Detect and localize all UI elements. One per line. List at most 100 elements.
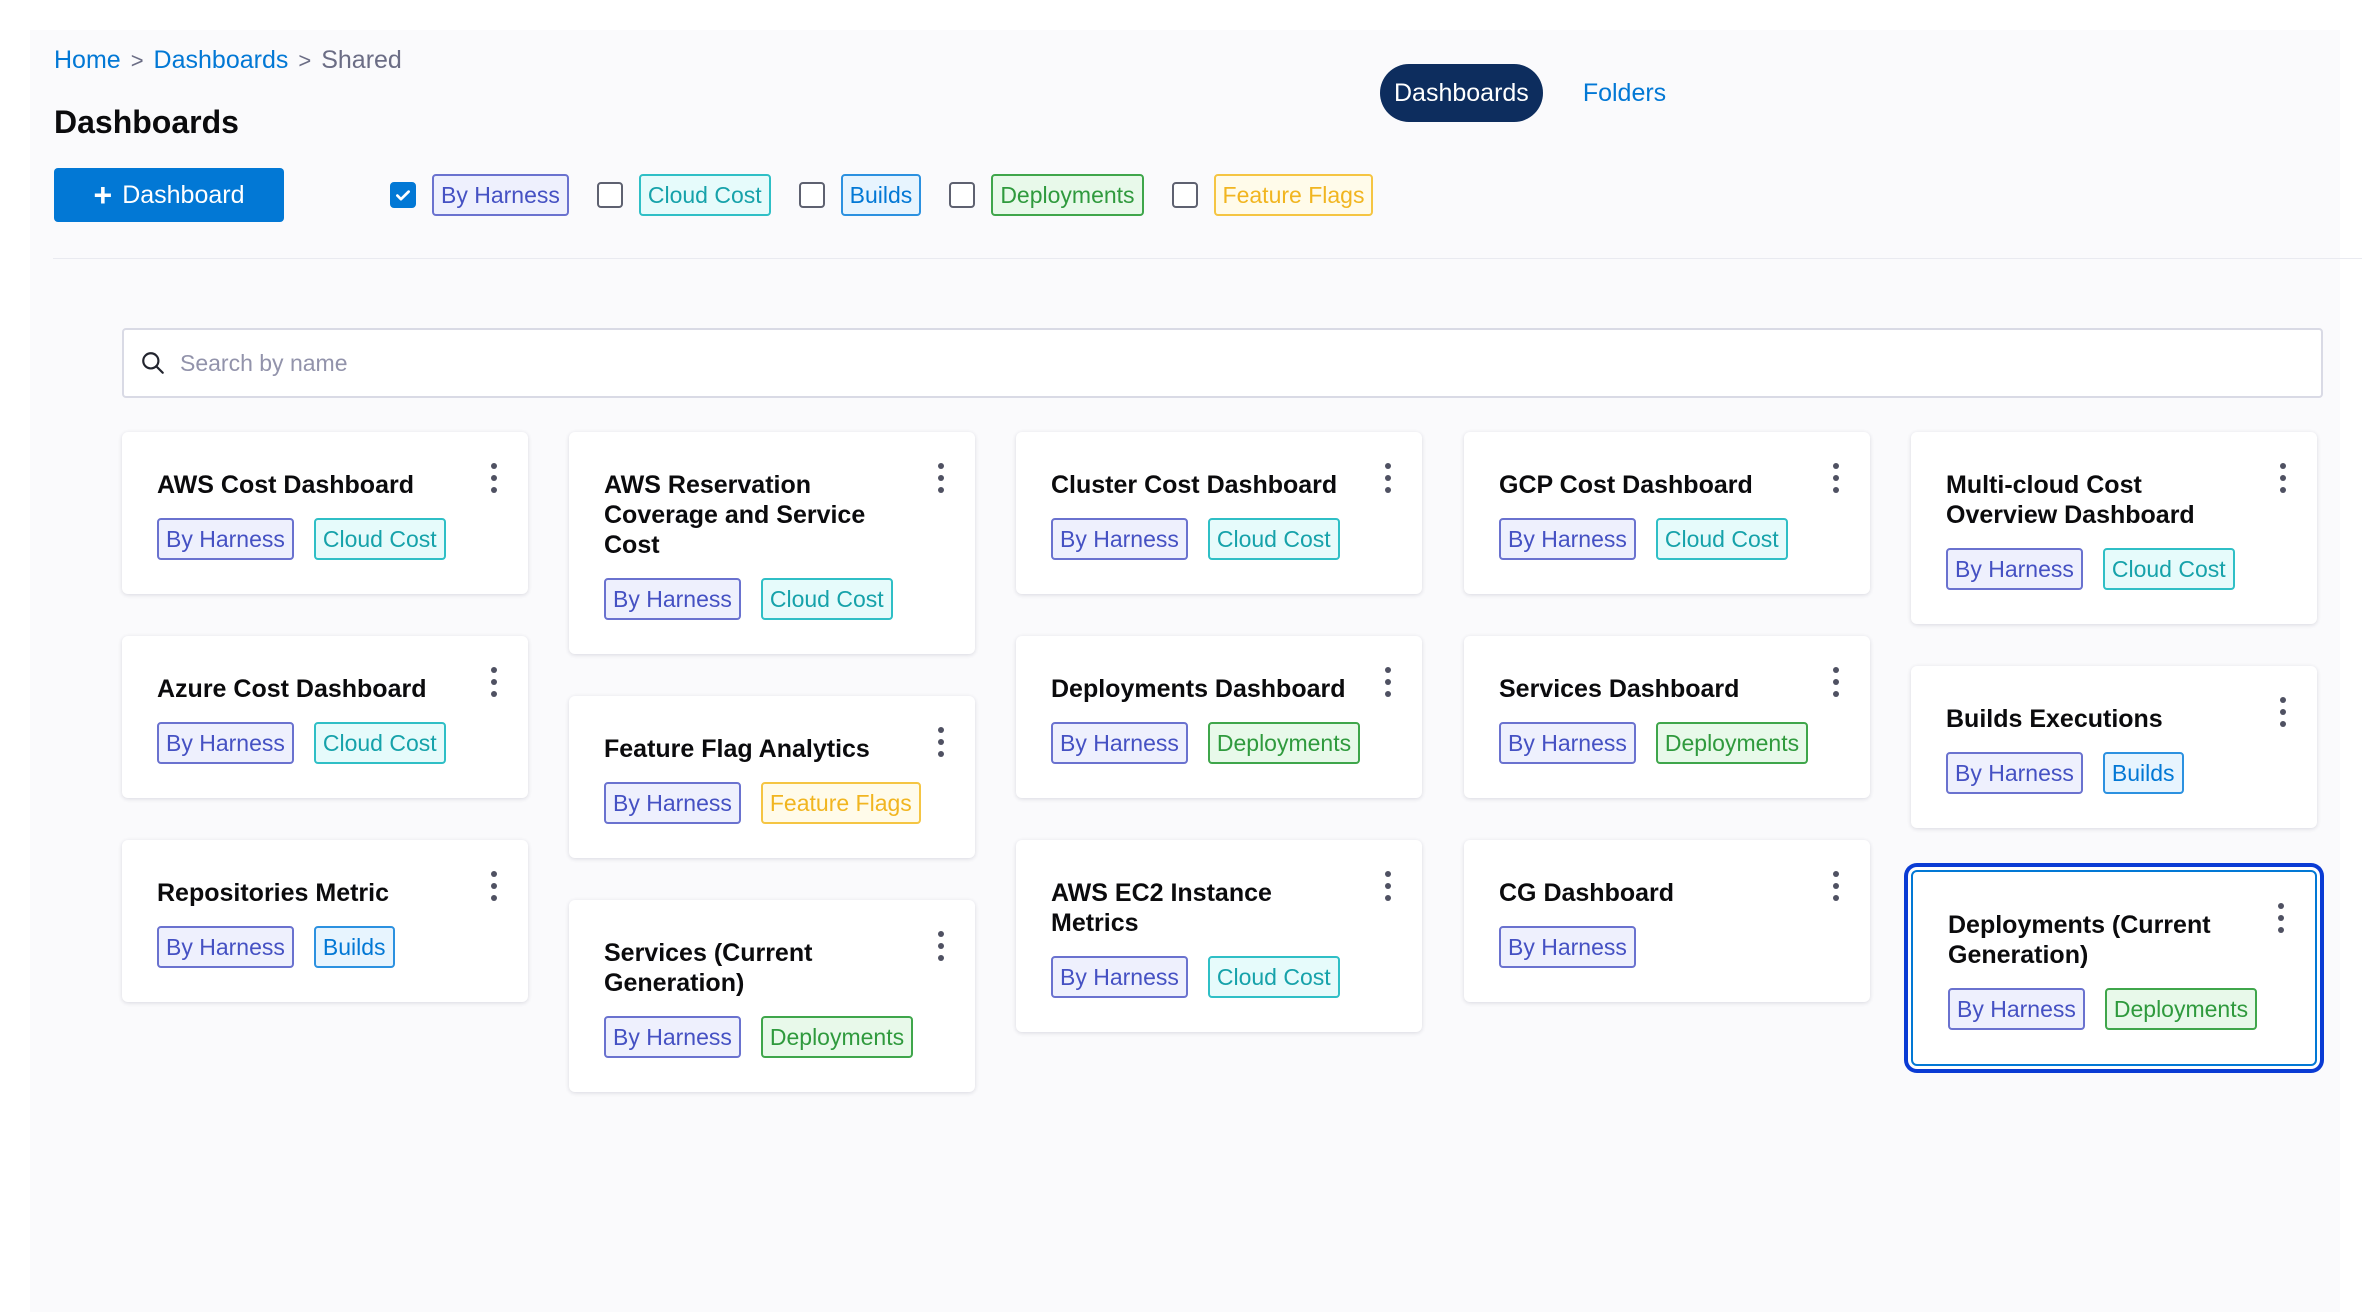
dashboard-card-feature-flag-analytics[interactable]: Feature Flag Analytics By Harness Feature … [569,696,975,858]
more-options-icon[interactable] [2273,694,2293,730]
tag-cloud-cost: Cloud Cost [1207,518,1340,560]
tag-builds: Builds [2102,752,2184,794]
more-options-icon[interactable] [931,460,951,496]
tag-by-harness: By Harness [1051,518,1188,560]
more-options-icon[interactable] [2271,900,2291,936]
add-dashboard-button[interactable]: + Dashboard [54,168,284,222]
card-title: Services Dashboard [1499,675,1740,703]
tab-dashboards[interactable]: Dashboards [1380,64,1543,122]
card-title: Deployments Dashboard [1051,675,1346,703]
tag-cloud-cost: Cloud Cost [313,722,446,764]
more-options-icon[interactable] [931,928,951,964]
filter-checkbox[interactable] [949,182,976,208]
tag-deployments: Deployments [2104,988,2258,1030]
tag-by-harness: By Harness [157,722,294,764]
dashboard-card-gcp-cost-dashboard[interactable]: GCP Cost Dashboard By Harness Cloud Cost [1464,432,1870,594]
more-options-icon[interactable] [1826,460,1846,496]
dashboard-card-cluster-cost-dashboard[interactable]: Cluster Cost Dashboard By Harness Cloud Co… [1016,432,1422,594]
breadcrumb-dashboards[interactable]: Dashboards [153,46,289,74]
tag-cloud-cost: Cloud Cost [1655,518,1788,560]
more-options-icon[interactable] [1378,868,1398,904]
card-title: Azure Cost Dashboard [157,675,427,703]
tag-by-harness: By Harness [1948,988,2085,1030]
dashboard-card-aws-cost-dashboard[interactable]: AWS Cost Dashboard By Harness Cloud Cost [122,432,528,594]
dashboard-card-azure-cost-dashboard[interactable]: Azure Cost Dashboard By Harness Cloud Cost [122,636,528,798]
add-dashboard-label: Dashboard [122,180,245,209]
card-tags: By Harness Builds [1946,752,2277,794]
card-title: Builds Executions [1946,705,2163,733]
card-tags: By Harness Feature Flags [604,782,935,824]
dashboard-card-services-current-generation[interactable]: Services (Current Generation) By Harness D… [569,900,975,1092]
filter-feature-flags[interactable]: Feature Flags [1171,174,1374,216]
more-options-icon[interactable] [1378,664,1398,700]
card-tags: By Harness [1499,926,1830,968]
more-options-icon[interactable] [484,664,504,700]
tag-cloud-cost: Cloud Cost [760,578,893,620]
tag-feature-flags: Feature Flags [760,782,921,824]
card-tags: By Harness Cloud Cost [1499,518,1830,560]
tag-by-harness: By Harness [1946,548,2083,590]
card-title: Multi-cloud Cost Overview Dashboard [1946,471,2195,529]
search-icon [142,352,164,374]
header-divider [53,258,2362,259]
tab-folders[interactable]: Folders [1582,78,1667,107]
filter-tag: Feature Flags [1213,174,1374,216]
tag-by-harness: By Harness [604,1016,741,1058]
filter-checkbox[interactable] [390,182,416,208]
filter-by-harness[interactable]: By Harness [390,174,569,216]
filter-cloud-cost[interactable]: Cloud Cost [596,174,771,216]
dashboard-card-repositories-metric[interactable]: Repositories Metric By Harness Builds [122,840,528,1002]
card-column: Cluster Cost Dashboard By Harness Cloud Co… [1016,432,1422,1074]
page-title: Dashboards [54,104,239,140]
dashboard-card-builds-executions[interactable]: Builds Executions By Harness Builds [1911,666,2317,828]
checkmark-icon [396,190,410,201]
tag-by-harness: By Harness [604,782,741,824]
filter-checkbox[interactable] [1171,182,1198,208]
card-title: Services (Current Generation) [604,939,813,997]
tag-by-harness: By Harness [1946,752,2083,794]
card-tags: By Harness Deployments [1499,722,1830,764]
card-column: Multi-cloud Cost Overview Dashboard By Ha… [1911,432,2317,1108]
more-options-icon[interactable] [931,724,951,760]
tag-by-harness: By Harness [157,926,294,968]
card-title: Feature Flag Analytics [604,735,870,763]
more-options-icon[interactable] [484,868,504,904]
tag-filters: By Harness Cloud Cost Builds Deployments… [390,174,1401,216]
more-options-icon[interactable] [1826,868,1846,904]
dashboard-card-multi-cloud-cost-overview-dashboard[interactable]: Multi-cloud Cost Overview Dashboard By Ha… [1911,432,2317,624]
breadcrumb-current: Shared [321,46,402,74]
tag-by-harness: By Harness [1499,722,1636,764]
card-column: AWS Cost Dashboard By Harness Cloud Cost Az… [122,432,528,1044]
dashboard-card-services-dashboard[interactable]: Services Dashboard By Harness Deployments [1464,636,1870,798]
more-options-icon[interactable] [2273,460,2293,496]
dashboard-card-aws-ec2-instance-metrics[interactable]: AWS EC2 Instance Metrics By Harness Cloud … [1016,840,1422,1032]
more-options-icon[interactable] [484,460,504,496]
card-tags: By Harness Cloud Cost [1946,548,2277,590]
card-title: AWS Reservation Coverage and Service Cos… [604,471,866,559]
tag-by-harness: By Harness [1051,956,1188,998]
filter-checkbox[interactable] [596,182,623,208]
tag-deployments: Deployments [1207,722,1361,764]
dashboard-card-deployments-current-generation[interactable]: Deployments (Current Generation) By Harne… [1911,870,2317,1066]
breadcrumb-home[interactable]: Home [54,46,121,74]
view-toggle: Dashboards Folders [1380,64,1666,122]
tag-cloud-cost: Cloud Cost [2102,548,2235,590]
tag-cloud-cost: Cloud Cost [313,518,446,560]
chevron-right-icon: > [130,47,144,73]
card-title: Cluster Cost Dashboard [1051,471,1338,499]
dashboard-card-cg-dashboard[interactable]: CG Dashboard By Harness [1464,840,1870,1002]
more-options-icon[interactable] [1378,460,1398,496]
filter-builds[interactable]: Builds [798,174,922,216]
dashboard-card-deployments-dashboard[interactable]: Deployments Dashboard By Harness Deploymen… [1016,636,1422,798]
card-title: GCP Cost Dashboard [1499,471,1753,499]
card-title: AWS EC2 Instance Metrics [1051,879,1272,937]
filter-tag: Cloud Cost [638,174,771,216]
filter-checkbox[interactable] [798,182,825,208]
search-input[interactable] [180,349,1980,377]
more-options-icon[interactable] [1826,664,1846,700]
filter-deployments[interactable]: Deployments [949,174,1144,216]
dashboard-card-aws-reservation-coverage-and-service-cost[interactable]: AWS Reservation Coverage and Service Cos… [569,432,975,654]
tag-by-harness: By Harness [1051,722,1188,764]
card-title: Repositories Metric [157,879,390,907]
search-box [122,328,2323,398]
